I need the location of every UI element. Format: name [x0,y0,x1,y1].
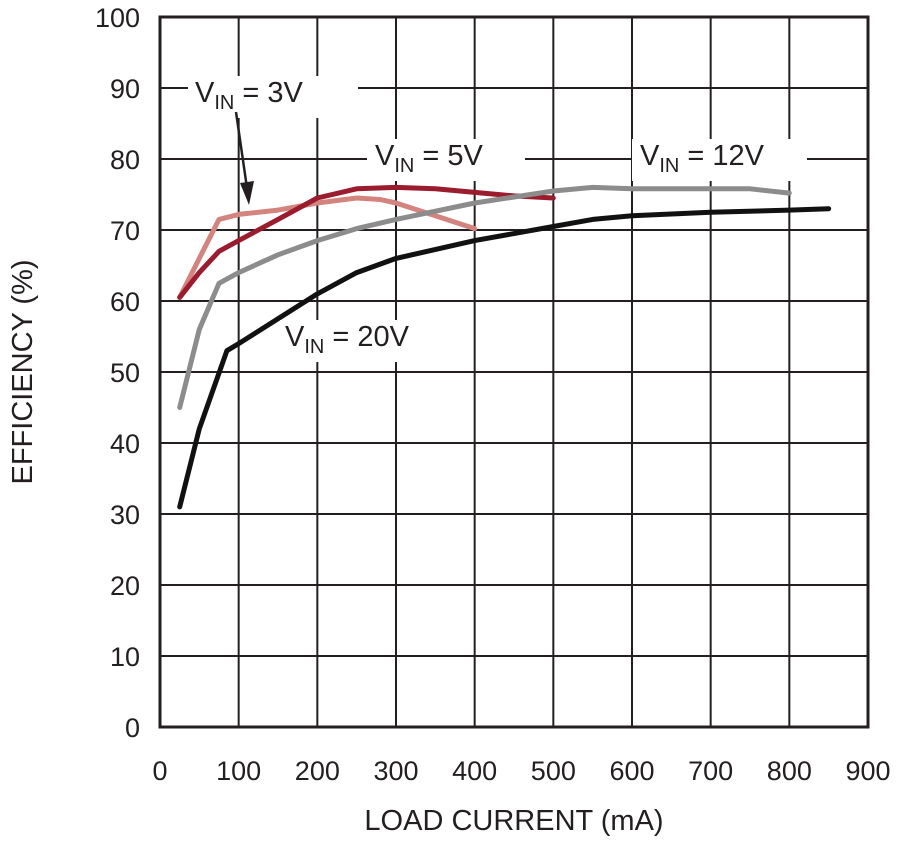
x-tick-label: 800 [767,756,812,786]
plot-frame [158,15,870,729]
x-tick-label: 700 [688,756,733,786]
series-annotation-vin3: VIN = 3V [195,77,304,114]
series-layer [177,184,832,510]
grid [160,17,868,727]
series-line-vin-12v [177,184,792,410]
series-annotation-vin5: VIN = 5V [375,140,484,177]
annotation-background [367,139,525,181]
tick-labels: 0 100 200 300 400 500 600 700 800 900 0 10 20 30 40 50 6… [95,3,891,786]
series-annotation-vin20: VIN = 20V [285,321,410,358]
y-tick-label: 60 [110,287,140,317]
series-annotation-vin12: VIN = 12V [640,140,765,177]
x-tick-label: 300 [373,756,418,786]
y-tick-label: 90 [110,74,140,104]
annotation-background [188,76,358,118]
x-tick-label: 100 [216,756,261,786]
y-tick-label: 0 [125,713,140,743]
y-tick-label: 10 [110,642,140,672]
x-tick-label: 600 [609,756,654,786]
x-tick-label: 0 [152,756,167,786]
y-tick-label: 100 [95,3,140,33]
series-line-vin-5v [177,184,556,300]
y-tick-label: 50 [110,358,140,388]
y-tick-label: 80 [110,145,140,175]
series-line-vin-3v [177,195,478,300]
annotation-layer: VIN = 3V VIN = 5V VIN = 12V VIN = 20V [188,76,807,362]
y-tick-label: 40 [110,429,140,459]
y-tick-label: 30 [110,500,140,530]
x-tick-label: 200 [295,756,340,786]
annotation-background [280,320,455,362]
annotation-background [632,139,807,181]
x-tick-label: 900 [845,756,890,786]
x-axis-title: LOAD CURRENT (mA) [364,805,663,837]
x-tick-label: 400 [452,756,497,786]
y-tick-label: 20 [110,571,140,601]
annotation-arrowhead-icon [240,181,254,205]
y-tick-label: 70 [110,216,140,246]
annotation-arrow-line [234,111,249,189]
y-axis-title: EFFICIENCY (%) [7,259,39,484]
x-tick-label: 500 [531,756,576,786]
series-line-vin-20v [177,206,832,510]
